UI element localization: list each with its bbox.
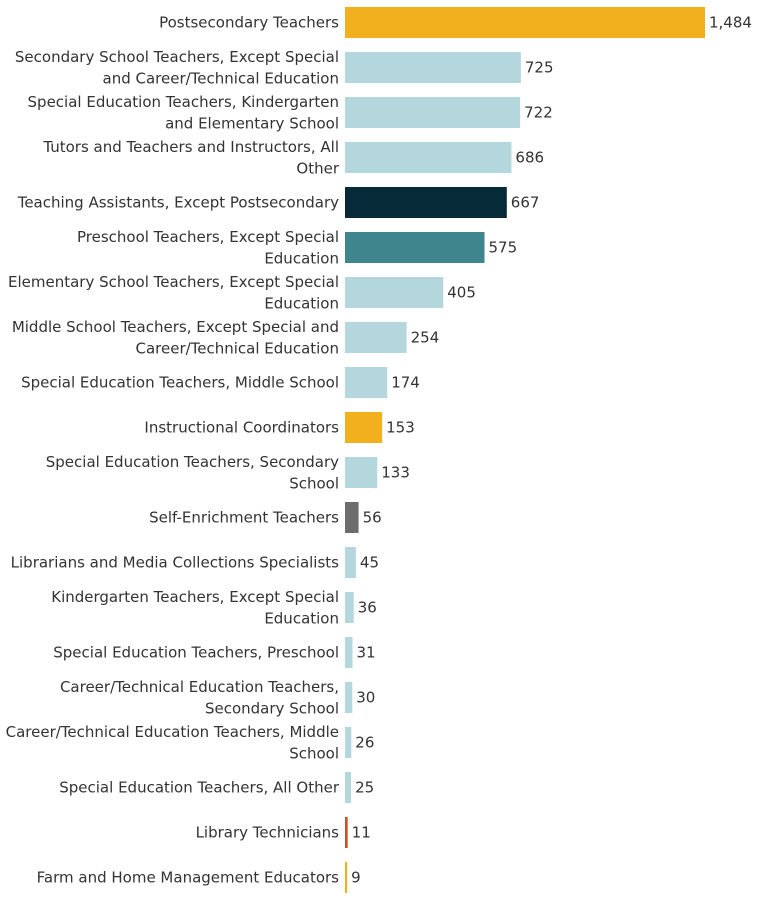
- bar-15: [345, 682, 353, 713]
- category-label-1-line-1: and Career/Technical Education: [103, 69, 340, 87]
- category-label-13-line-0: Kindergarten Teachers, Except Special: [51, 588, 339, 606]
- value-label-9: 153: [386, 419, 415, 437]
- value-label-10: 133: [381, 464, 410, 482]
- value-label-1: 725: [525, 59, 554, 77]
- category-label-7-line-1: Career/Technical Education: [135, 339, 339, 357]
- bar-19: [345, 862, 348, 893]
- category-label-16-line-1: School: [289, 744, 339, 762]
- value-label-14: 31: [357, 644, 376, 662]
- category-label-0: Postsecondary Teachers: [159, 14, 339, 32]
- value-label-18: 11: [352, 824, 371, 842]
- category-label-2-line-0: Special Education Teachers, Kindergarten: [28, 93, 339, 111]
- bars: [345, 7, 705, 893]
- category-label-9: Instructional Coordinators: [144, 419, 339, 437]
- bar-3: [345, 142, 512, 173]
- bar-17: [345, 772, 352, 803]
- category-label-3-line-1: Other: [296, 159, 339, 177]
- category-label-16-line-0: Career/Technical Education Teachers, Mid…: [6, 723, 339, 741]
- value-label-5: 575: [488, 239, 517, 257]
- value-label-6: 405: [447, 284, 476, 302]
- bar-1: [345, 52, 521, 83]
- bar-16: [345, 727, 352, 758]
- bar-2: [345, 97, 521, 128]
- category-label-10-line-0: Special Education Teachers, Secondary: [46, 453, 339, 471]
- category-label-10-line-1: School: [289, 474, 339, 492]
- bar-5: [345, 232, 485, 263]
- value-label-2: 722: [524, 104, 553, 122]
- category-label-6-line-0: Elementary School Teachers, Except Speci…: [8, 273, 339, 291]
- bar-11: [345, 502, 359, 533]
- bar-4: [345, 187, 507, 218]
- value-label-17: 25: [355, 779, 374, 797]
- category-label-17: Special Education Teachers, All Other: [59, 779, 340, 797]
- value-label-0: 1,484: [709, 14, 752, 32]
- bar-13: [345, 592, 354, 623]
- category-label-18: Library Technicians: [196, 824, 340, 842]
- bar-7: [345, 322, 407, 353]
- category-label-12: Librarians and Media Collections Special…: [11, 554, 340, 572]
- category-label-15-line-0: Career/Technical Education Teachers,: [60, 678, 339, 696]
- value-label-11: 56: [363, 509, 382, 527]
- bar-10: [345, 457, 378, 488]
- bar-12: [345, 547, 356, 578]
- category-label-5-line-0: Preschool Teachers, Except Special: [77, 228, 339, 246]
- bar-0: [345, 7, 705, 38]
- category-label-1-line-0: Secondary School Teachers, Except Specia…: [15, 48, 339, 66]
- bar-14: [345, 637, 353, 668]
- value-labels: 1,484 725 722 686 667 575 405 254 174 153 133 56 45 3…: [351, 14, 752, 887]
- category-label-15-line-1: Secondary School: [205, 699, 339, 717]
- category-label-13-line-1: Education: [264, 609, 339, 627]
- value-label-16: 26: [355, 734, 374, 752]
- category-label-7-line-0: Middle School Teachers, Except Special a…: [12, 318, 339, 336]
- value-label-8: 174: [391, 374, 420, 392]
- value-label-12: 45: [360, 554, 379, 572]
- value-label-7: 254: [411, 329, 440, 347]
- bar-8: [345, 367, 388, 398]
- category-label-19: Farm and Home Management Educators: [37, 869, 340, 887]
- category-label-4: Teaching Assistants, Except Postsecondar…: [17, 194, 339, 212]
- category-label-8: Special Education Teachers, Middle Schoo…: [21, 374, 339, 392]
- value-label-4: 667: [511, 194, 540, 212]
- value-label-13: 36: [358, 599, 377, 617]
- category-label-11: Self-Enrichment Teachers: [149, 509, 339, 527]
- category-label-5-line-1: Education: [264, 249, 339, 267]
- bar-9: [345, 412, 383, 443]
- value-label-3: 686: [515, 149, 544, 167]
- value-label-19: 9: [351, 869, 361, 887]
- category-label-3-line-0: Tutors and Teachers and Instructors, All: [42, 138, 339, 156]
- bar-6: [345, 277, 444, 308]
- category-label-14: Special Education Teachers, Preschool: [53, 644, 339, 662]
- category-label-2-line-1: and Elementary School: [165, 114, 339, 132]
- category-labels: Postsecondary Teachers Secondary School T…: [6, 14, 340, 887]
- category-label-6-line-1: Education: [264, 294, 339, 312]
- bar-18: [345, 817, 348, 848]
- value-label-15: 30: [356, 689, 375, 707]
